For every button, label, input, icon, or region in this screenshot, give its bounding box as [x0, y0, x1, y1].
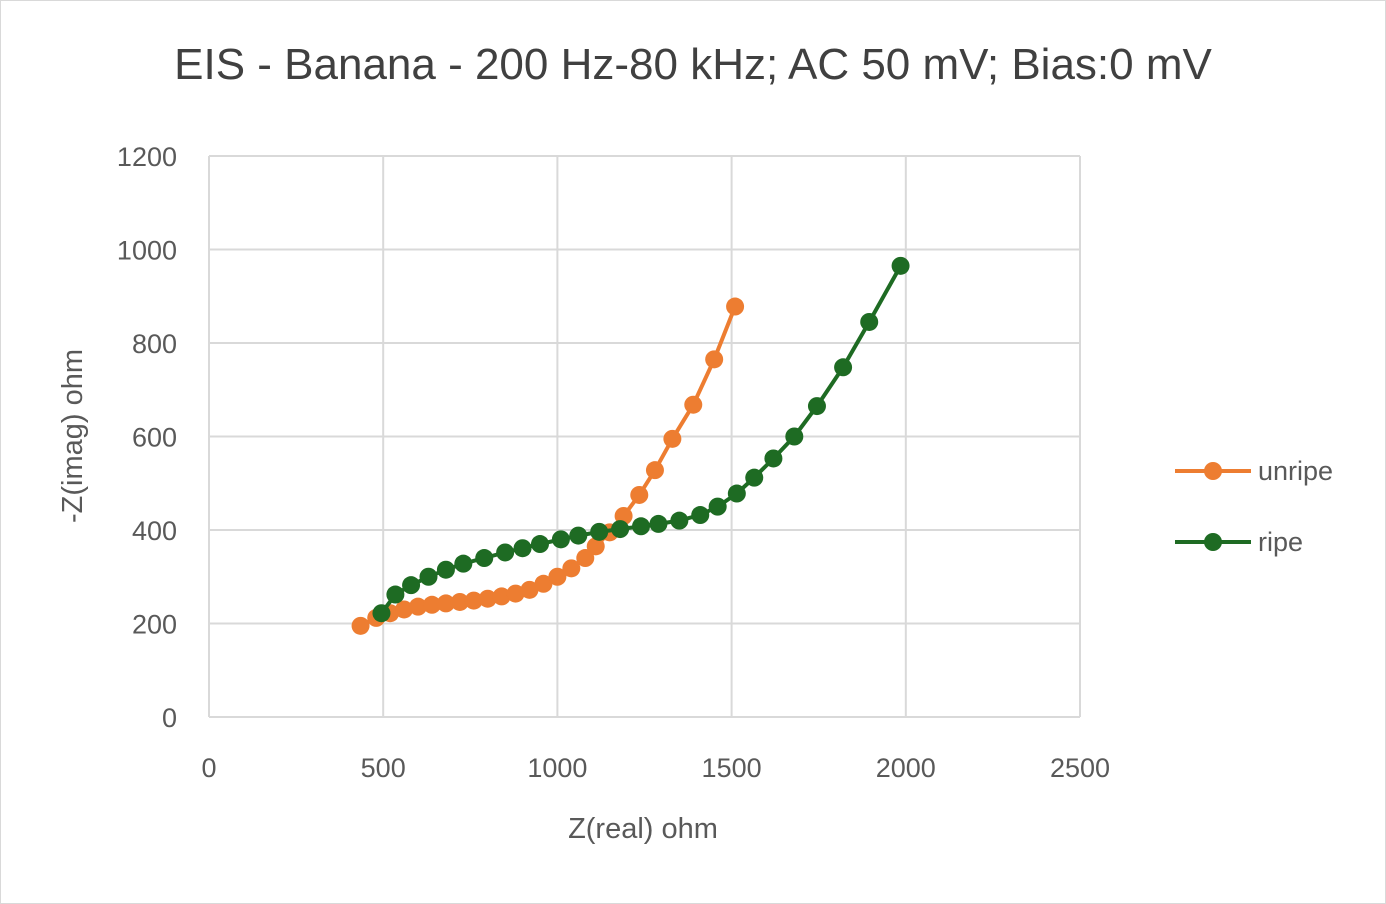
data-point [860, 312, 879, 331]
data-point [436, 594, 455, 613]
legend-swatch-marker [1204, 533, 1222, 551]
data-point [576, 549, 595, 568]
data-point [645, 461, 664, 480]
x-tick-label: 1000 [527, 753, 587, 783]
y-tick-label: 200 [132, 610, 177, 640]
data-point [548, 567, 567, 586]
data-point [534, 574, 553, 593]
data-point [409, 597, 428, 616]
x-tick-label: 2500 [1050, 753, 1110, 783]
x-ticks: 0 500 1000 1500 2000 2500 [201, 753, 1110, 783]
legend-label: unripe [1258, 456, 1333, 486]
data-point [807, 397, 826, 416]
data-point [506, 584, 525, 603]
data-point [419, 567, 438, 586]
y-tick-label: 0 [162, 703, 177, 733]
y-tick-label: 800 [132, 329, 177, 359]
data-point [402, 576, 421, 595]
chart-title: EIS - Banana - 200 Hz-80 kHz; AC 50 mV; … [174, 40, 1212, 89]
x-tick-label: 1500 [702, 753, 762, 783]
data-point [372, 604, 391, 623]
series-ripe [372, 256, 910, 623]
data-point [705, 350, 724, 369]
y-axis-title: -Z(imag) ohm [57, 349, 89, 523]
data-point [590, 522, 609, 541]
data-point [727, 484, 746, 503]
grid [208, 155, 1081, 718]
data-point [492, 587, 511, 606]
data-point [663, 429, 682, 448]
x-tick-label: 2000 [876, 753, 936, 783]
data-point [632, 517, 651, 536]
data-point [586, 537, 605, 556]
data-point [649, 514, 668, 533]
data-point [454, 554, 473, 573]
data-point [834, 358, 853, 377]
data-point [611, 520, 630, 539]
legend-item-ripe: ripe [1175, 527, 1303, 557]
legend-swatch-marker [1204, 462, 1222, 480]
data-point [464, 591, 483, 610]
legend-label: ripe [1258, 527, 1303, 557]
data-point [422, 595, 441, 614]
y-tick-label: 1200 [117, 142, 177, 172]
data-point [478, 589, 497, 608]
y-tick-label: 400 [132, 516, 177, 546]
x-tick-label: 500 [361, 753, 406, 783]
data-point [395, 600, 414, 619]
data-point [450, 592, 469, 611]
data-point [551, 530, 570, 549]
x-axis-title: Z(real) ohm [568, 813, 718, 845]
y-tick-label: 600 [132, 423, 177, 453]
series-layer [351, 256, 910, 635]
data-point [436, 560, 455, 579]
data-point [708, 497, 727, 516]
data-point [745, 468, 764, 487]
data-point [496, 543, 515, 562]
data-point [726, 297, 745, 316]
data-point [684, 395, 703, 414]
data-point [520, 580, 539, 599]
data-point [630, 485, 649, 504]
y-ticks: 0 200 400 600 800 1000 1200 [117, 142, 177, 733]
data-point [670, 511, 689, 530]
data-point [475, 549, 494, 568]
legend: unripe ripe [1175, 456, 1333, 557]
data-point [569, 526, 588, 545]
data-point [891, 256, 910, 275]
data-point [513, 539, 532, 558]
data-point [530, 535, 549, 554]
data-point [691, 506, 710, 525]
data-point [764, 449, 783, 468]
y-tick-label: 1000 [117, 236, 177, 266]
legend-item-unripe: unripe [1175, 456, 1333, 486]
series-unripe [351, 297, 745, 635]
data-point [351, 616, 370, 635]
x-tick-label: 0 [201, 753, 216, 783]
data-point [562, 559, 581, 578]
data-point [785, 427, 804, 446]
data-point [386, 585, 405, 604]
